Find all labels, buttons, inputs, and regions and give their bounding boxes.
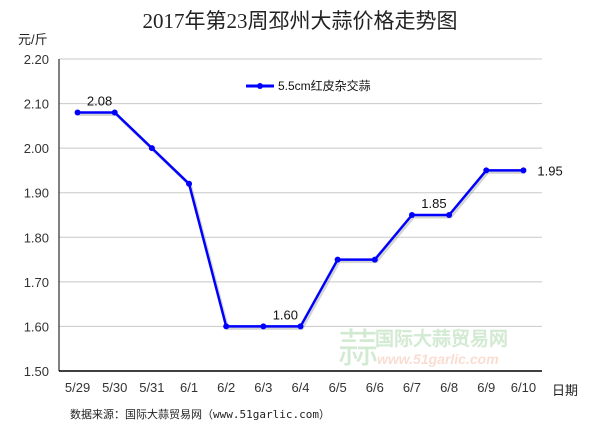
data-label: 2.08 — [87, 93, 112, 108]
data-point — [74, 109, 81, 116]
x-tick-label: 6/7 — [403, 380, 421, 395]
legend: 5.5cm红皮杂交蒜 — [246, 78, 371, 93]
data-point — [408, 212, 415, 218]
x-axis-label: 日期 — [552, 383, 578, 398]
x-tick-label: 6/2 — [217, 380, 235, 395]
data-label: 1.95 — [537, 163, 562, 178]
data-point — [148, 145, 155, 152]
data-label: 1.85 — [421, 196, 446, 211]
data-point — [483, 167, 490, 174]
svg-text:蒜: 蒜 — [338, 327, 378, 371]
data-point — [111, 109, 118, 116]
y-tick-label: 2.20 — [24, 52, 49, 67]
y-axis-label: 元/斤 — [18, 32, 48, 47]
y-tick-label: 1.70 — [24, 275, 49, 290]
series-shadow — [79, 112, 525, 330]
y-tick-label: 2.10 — [24, 97, 49, 112]
x-tick-label: 5/31 — [139, 380, 164, 395]
data-point — [520, 167, 527, 174]
data-point — [223, 323, 230, 330]
data-point — [371, 256, 378, 263]
data-point — [260, 323, 267, 330]
series-line — [77, 111, 524, 328]
watermark-logo: 蒜 国际大蒜贸易网 www.51garlic.com — [338, 327, 508, 371]
x-tick-label: 5/29 — [65, 380, 90, 395]
x-tick-label: 6/9 — [477, 380, 495, 395]
x-tick-label: 6/8 — [440, 380, 458, 395]
y-tick-label: 1.80 — [24, 230, 49, 245]
data-label: 1.60 — [273, 307, 298, 322]
y-tick-label: 1.50 — [24, 364, 49, 379]
data-point — [297, 323, 304, 330]
x-tick-label: 6/1 — [180, 380, 198, 395]
svg-text:国际大蒜贸易网: 国际大蒜贸易网 — [375, 327, 508, 350]
x-tick-label: 6/4 — [291, 380, 309, 395]
x-tick-label: 6/6 — [366, 380, 384, 395]
x-tick-label: 5/30 — [102, 380, 127, 395]
x-tick-label: 6/3 — [254, 380, 272, 395]
x-tick-label: 6/5 — [329, 380, 347, 395]
source-note: 数据来源：国际大蒜贸易网（www.51garlic.com） — [70, 407, 330, 421]
y-tick-label: 1.60 — [24, 319, 49, 334]
data-point — [186, 180, 193, 187]
y-tick-label: 2.00 — [24, 141, 49, 156]
svg-text:www.51garlic.com: www.51garlic.com — [377, 351, 499, 367]
data-point — [446, 212, 453, 218]
chart-title: 2017年第23周邳州大蒜价格走势图 — [143, 9, 458, 33]
x-tick-label: 6/10 — [511, 380, 536, 395]
legend-label: 5.5cm红皮杂交蒜 — [278, 78, 371, 93]
data-point — [334, 256, 341, 263]
y-tick-label: 1.90 — [24, 186, 49, 201]
